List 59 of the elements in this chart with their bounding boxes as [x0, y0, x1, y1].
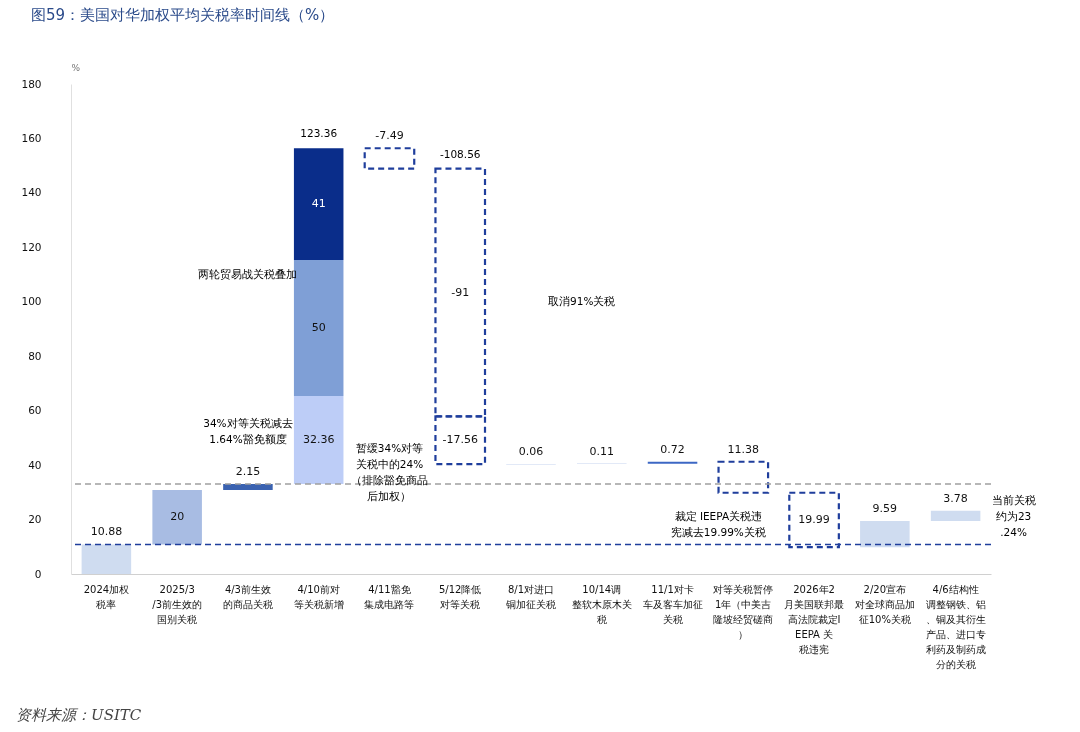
x-tick-label: 11/1对卡车及客车加征关税: [642, 583, 703, 625]
y-tick-label: 60: [28, 404, 42, 417]
annotation: 暂缓34%对等关税中的24%（排除豁免商品后加权）: [350, 441, 428, 502]
x-tick-label: 4/6结构性调整钢铁、铝、铜及其衍生产品、进口专利药及制药成分的关税: [925, 583, 986, 670]
y-tick-label: 20: [28, 513, 42, 526]
data-label: -91: [451, 285, 470, 299]
annotation: -108.56: [439, 147, 481, 160]
y-tick-label: 160: [21, 131, 42, 144]
data-label: -7.49: [375, 129, 404, 143]
data-label: 0.72: [660, 442, 685, 456]
y-tick-label: 140: [21, 186, 42, 199]
bar: [81, 544, 132, 574]
x-tick-label: 2024加权税率: [83, 583, 130, 610]
y-tick-label: 80: [28, 349, 42, 362]
x-tick-label: 8/1对进口铜加征关税: [505, 583, 556, 610]
x-tick-label: 4/10前对等关税新增: [293, 583, 344, 610]
data-label: 0.06: [518, 445, 544, 459]
data-label: 50: [311, 320, 326, 334]
bar: [930, 510, 981, 522]
data-label: 0.11: [589, 444, 615, 458]
data-label: 32.36: [302, 433, 335, 447]
bar: [363, 147, 416, 170]
annotation: 裁定 IEEPA关税违宪减去19.99%关税: [670, 509, 766, 538]
annotation: 34%对等关税减去1.64%豁免额度: [203, 417, 293, 446]
data-label: 9.59: [872, 502, 898, 516]
text: 当前关税约为23.24%: [991, 493, 1036, 538]
bar: [293, 395, 344, 485]
bar: [223, 484, 273, 490]
bar: [717, 460, 770, 494]
x-tick-label: 2026年2月美国联邦最高法院裁定IEEPA 关税违宪: [784, 583, 845, 655]
bar: [860, 521, 910, 548]
annotation: 123.36: [300, 127, 338, 140]
x-tick-label: 2/20宣布对全球商品加征10%关税: [854, 583, 915, 625]
data-label: 3.78: [943, 491, 968, 505]
data-label: 20: [170, 510, 185, 524]
bar: [152, 489, 202, 545]
x-tick-label: 2025/3/3前生效的国别关税: [152, 583, 203, 625]
x-tick-label: 10/14调整软木原木关税: [571, 583, 632, 625]
y-axis-title: %: [71, 62, 81, 73]
bar: [293, 148, 344, 260]
data-label: -17.56: [442, 433, 478, 447]
x-tick-label: 5/12降低对等关税: [439, 583, 482, 610]
data-label: 19.99: [798, 512, 830, 526]
x-tick-label: 4/11豁免集成电路等: [364, 583, 415, 610]
chart-title: 图59：美国对华加权平均关税率时间线（%）: [31, 6, 335, 24]
data-label: 10.88: [90, 525, 123, 539]
data-label: 2.15: [235, 465, 261, 479]
y-tick-label: 100: [21, 295, 42, 308]
y-tick-label: 180: [21, 77, 42, 90]
text: 资料来源：USITC: [16, 706, 142, 725]
x-tick-label: 4/3前生效的商品关税: [222, 583, 273, 610]
annotation: 两轮贸易战关税叠加: [198, 267, 298, 280]
y-tick-label: 40: [28, 458, 42, 471]
data-label: 11.38: [727, 442, 760, 456]
x-tick-label: 对等关税暂停1年（中美吉隆坡经贸磋商）: [713, 583, 774, 640]
y-tick-label: 120: [21, 240, 42, 253]
annotation: 取消91%关税: [548, 294, 616, 307]
y-tick-label: 0: [34, 567, 42, 580]
data-label: 41: [311, 197, 326, 211]
